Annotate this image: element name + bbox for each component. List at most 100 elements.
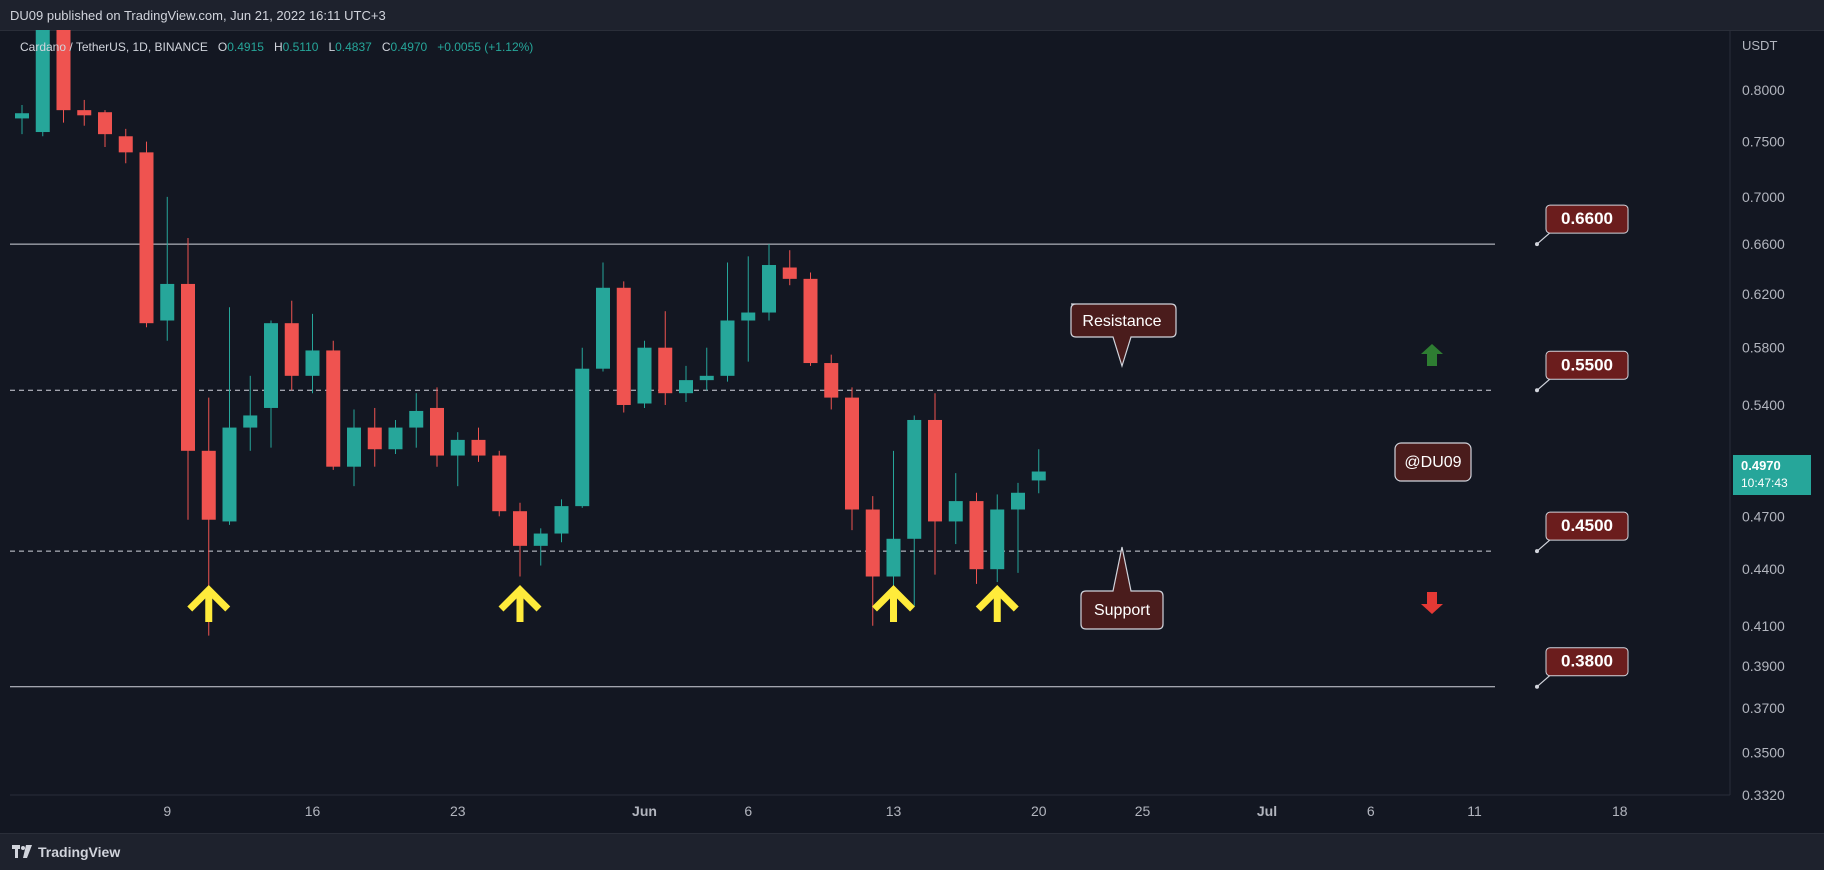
candle-body [907,419,922,539]
candle-body [160,283,175,321]
close-value: 0.4970 [390,40,428,54]
candle-body [658,347,673,394]
candle-body [616,287,631,405]
chart-frame[interactable]: 0.6600 0.5500 0.4500 0.3800 Resistance Suppor… [0,30,1824,833]
support-callout [1080,546,1164,630]
candle-body [782,267,797,279]
candle-body [347,427,361,467]
candle-body [1031,471,1046,481]
candle-body [222,427,237,522]
time-tick-label: 11 [1467,803,1482,819]
bearish-arrow-icon [1421,592,1443,614]
candle-body [596,287,610,369]
support-up-arrow [975,585,1019,622]
candle-body [948,501,963,522]
author-tag: @DU09 [1404,454,1461,471]
candle-body [824,363,839,398]
tradingview-logo[interactable]: TradingView [12,844,120,860]
candle-body [139,152,154,324]
candle-body [430,407,444,456]
level-label: 0.5500 [1561,355,1613,374]
price-axis-unit: USDT [1742,38,1777,53]
candle-body [181,283,195,451]
candle-body [554,506,569,534]
candle-body [471,439,486,456]
time-tick-label: 6 [744,803,752,819]
close-label: C [381,40,391,54]
tradingview-logo-icon [12,845,32,858]
level-label: 0.4500 [1561,516,1613,535]
price-tick-label: 0.5800 [1742,340,1785,356]
candle-body [762,265,776,313]
candle-body [118,136,133,153]
high-value: 0.5110 [282,40,319,54]
price-chart[interactable]: 0.6600 0.5500 0.4500 0.3800 Resistance Suppor… [0,30,1824,833]
low-label: L [328,40,336,54]
candle-body [77,110,92,116]
candle-body [575,368,590,507]
time-tick-label: Jul [1257,803,1277,819]
candle-body [201,450,216,520]
level-label-box [1545,204,1629,234]
candle-body [284,323,299,376]
support-up-arrow [498,585,542,622]
resistance-label: Resistance [1082,313,1161,330]
price-tick-label: 0.7500 [1742,134,1785,150]
candle-body [326,350,341,467]
candle-body [243,415,258,428]
price-tick-label: 0.6600 [1742,236,1785,252]
candle-body [15,113,29,119]
candle-body [56,30,71,111]
time-tick-label: 13 [886,803,902,819]
tradingview-brand: TradingView [38,844,121,860]
publish-info: DU09 published on TradingView.com, Jun 2… [10,8,386,23]
level-label-box [1545,647,1629,677]
candle-body [720,320,735,376]
time-tick-label: 16 [305,803,321,819]
price-tick-label: 0.3700 [1742,700,1785,716]
candle-countdown: 10:47:43 [1741,476,1788,490]
time-tick-label: 20 [1031,803,1047,819]
price-tick-label: 0.3500 [1742,745,1785,761]
candle-body [264,323,278,408]
level-label-box [1545,350,1629,380]
level-pointer-dot [1535,684,1539,689]
candle-body [367,427,382,450]
open-value: 0.4915 [227,40,264,54]
candle-body [305,350,320,376]
candle-body [699,375,714,381]
price-tick-label: 0.4100 [1742,618,1785,634]
price-tick-label: 0.3900 [1742,658,1785,674]
author-tag-box [1394,442,1472,482]
candle-body [409,410,424,428]
level-pointer-dot [1535,549,1539,554]
candle-body [533,533,548,546]
level-pointer-dot [1535,242,1539,247]
price-tick-label: 0.7000 [1742,189,1785,205]
symbol-name: Cardano / TetherUS, 1D, BINANCE [20,40,208,54]
candle-body [679,380,693,394]
current-price-box: 0.4970 10:47:43 [1733,455,1811,495]
level-label: 0.6600 [1561,209,1613,228]
time-tick-label: 9 [163,803,171,819]
low-value: 0.4837 [335,40,372,54]
candle-body [886,538,901,577]
footer-bar: TradingView [0,833,1824,870]
time-tick-label: 25 [1135,803,1151,819]
price-tick-label: 0.6200 [1742,286,1785,302]
candle-body [388,427,403,450]
candle-body [35,30,50,133]
resistance-callout [1070,303,1177,369]
support-up-arrow [187,585,231,622]
level-label-box [1545,511,1629,541]
candle-body [803,278,818,364]
price-tick-label: 0.3320 [1742,787,1785,803]
price-tick-label: 0.4700 [1742,508,1785,524]
level-label: 0.3800 [1561,652,1613,671]
candle-body [969,501,984,570]
time-tick-label: 18 [1612,803,1628,819]
candle-body [1011,492,1025,510]
current-price: 0.4970 [1741,458,1781,473]
candle-body [637,347,652,404]
symbol-legend: Cardano / TetherUS, 1D, BINANCE O0.4915 … [20,40,533,54]
